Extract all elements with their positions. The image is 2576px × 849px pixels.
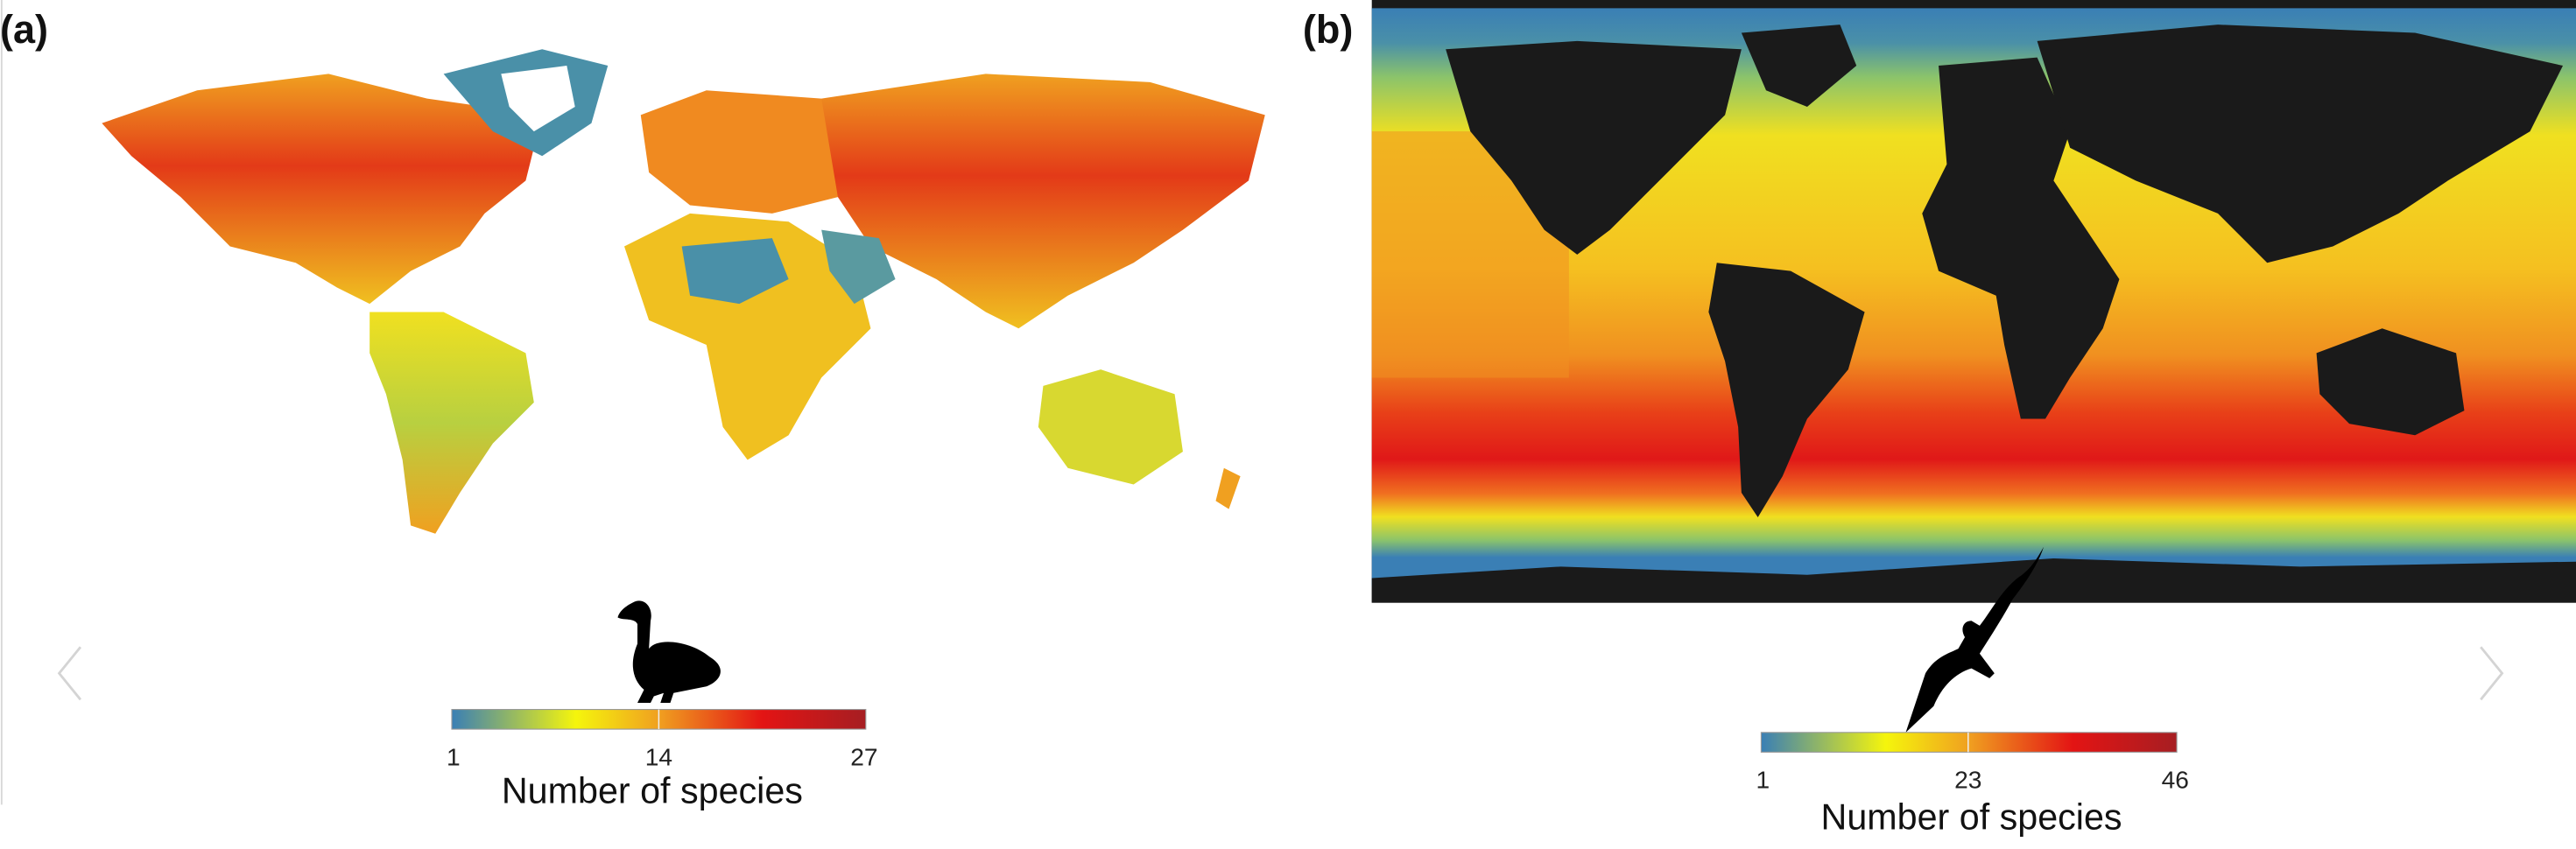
- colorbar-b-tick-max: 46: [2162, 767, 2189, 794]
- map-a-bird-richness: [102, 49, 1265, 534]
- arabia: [821, 229, 896, 305]
- asia-land: [2037, 25, 2564, 263]
- asia: [821, 74, 1265, 329]
- colorbar-a-tick-max: 27: [850, 743, 877, 770]
- map-b-seabird-richness: [1371, 0, 2576, 603]
- colorbar-b-tick-mid: 23: [1954, 767, 1981, 794]
- australia: [1038, 369, 1183, 485]
- europe-africa-land: [1922, 57, 2120, 419]
- colorbar-a-tick-mid: 14: [645, 743, 672, 770]
- colorbar-b-title: Number of species: [1821, 797, 2122, 838]
- south-america-land: [1708, 263, 1865, 518]
- greenland-ice: [501, 66, 575, 132]
- albatross-silhouette-icon: [1905, 546, 2045, 733]
- colorbar-b: [1760, 732, 2178, 753]
- panel-a-label: (a): [0, 7, 48, 52]
- colorbar-a-tick-min: 1: [447, 743, 461, 770]
- north-america-land: [1446, 40, 1742, 255]
- chevron-left-icon[interactable]: [41, 632, 99, 714]
- north-america: [102, 74, 543, 305]
- panel-b-label: (b): [1303, 7, 1353, 52]
- africa: [623, 213, 871, 460]
- chevron-right-icon[interactable]: [2464, 632, 2522, 714]
- south-america: [370, 312, 534, 534]
- duck-silhouette-icon: [617, 600, 721, 704]
- colorbar-a-title: Number of species: [502, 771, 803, 811]
- australia-land: [2316, 328, 2465, 436]
- greenland-land: [1741, 25, 1857, 107]
- antarctica-land: [1371, 558, 2576, 603]
- new-zealand: [1215, 467, 1241, 509]
- europe: [640, 90, 855, 214]
- colorbar-b-tick-min: 1: [1756, 767, 1770, 794]
- sahara: [681, 238, 789, 305]
